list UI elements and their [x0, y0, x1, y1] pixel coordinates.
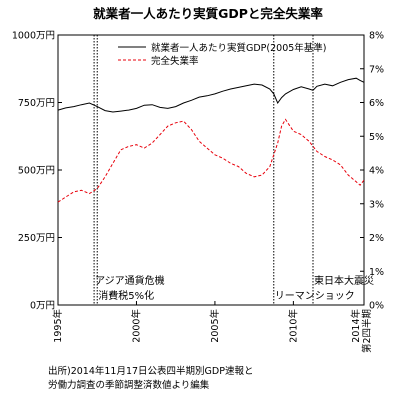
- unemployment-rate-line: [57, 118, 365, 203]
- legend: 就業者一人あたり実質GDP(2005年基準) 完全失業率: [118, 42, 327, 67]
- legend-unemployment-label: 完全失業率: [151, 55, 199, 67]
- series-layer: [57, 77, 365, 203]
- x-tick-label: 2010年: [287, 309, 299, 343]
- right-tick-label: 4%: [369, 166, 384, 177]
- x-tick-label: 2005年: [209, 309, 221, 343]
- right-axis-ticks: 0% 1% 2% 3% 4% 5% 6% 7% 8%: [360, 31, 384, 312]
- event-label: アジア通貨危機: [95, 274, 165, 287]
- left-tick-label: 750万円: [18, 98, 55, 109]
- source-note-line-2: 労働力調査の季節調整済数値より編集: [48, 379, 210, 391]
- right-tick-label: 2%: [369, 233, 384, 244]
- chart-title: 就業者一人あたり実質GDPと完全失業率: [93, 6, 323, 21]
- right-tick-label: 0%: [369, 301, 384, 312]
- x-tick-label-line: 2014年: [350, 309, 362, 343]
- x-tick-label: 1995年: [52, 309, 64, 343]
- right-tick-label: 1%: [369, 267, 384, 278]
- right-tick-label: 8%: [369, 31, 384, 42]
- left-tick-label: 250万円: [18, 233, 55, 244]
- x-tick-label: 2000年: [130, 309, 142, 343]
- plot-frame: [57, 34, 365, 306]
- event-label: 東日本大震災: [314, 274, 374, 287]
- x-tick-label-line: 第2四半期: [361, 309, 373, 353]
- legend-gdp-label: 就業者一人あたり実質GDP(2005年基準): [151, 42, 327, 54]
- left-tick-label: 1000万円: [12, 31, 55, 42]
- event-lines: [93, 35, 314, 305]
- x-axis-ticks: 1995年 2000年 2005年 2010年 2014年第2四半期: [52, 301, 373, 353]
- event-label: リーマンショック: [275, 290, 355, 302]
- x-tick-label: 2014年第2四半期: [350, 309, 373, 354]
- right-tick-label: 7%: [369, 64, 384, 75]
- gdp-per-worker-line: [57, 77, 365, 113]
- right-tick-label: 5%: [369, 132, 384, 143]
- left-axis-ticks: 0万円 250万円 500万円 750万円 1000万円: [12, 31, 62, 312]
- right-tick-label: 3%: [369, 199, 384, 210]
- event-label: 消費税5%化: [98, 289, 154, 302]
- left-tick-label: 0万円: [30, 301, 55, 312]
- right-tick-label: 6%: [369, 98, 384, 109]
- source-note-line-1: 出所)2014年11月17日公表四半期別GDP速報と: [48, 365, 253, 377]
- left-tick-label: 500万円: [18, 166, 55, 177]
